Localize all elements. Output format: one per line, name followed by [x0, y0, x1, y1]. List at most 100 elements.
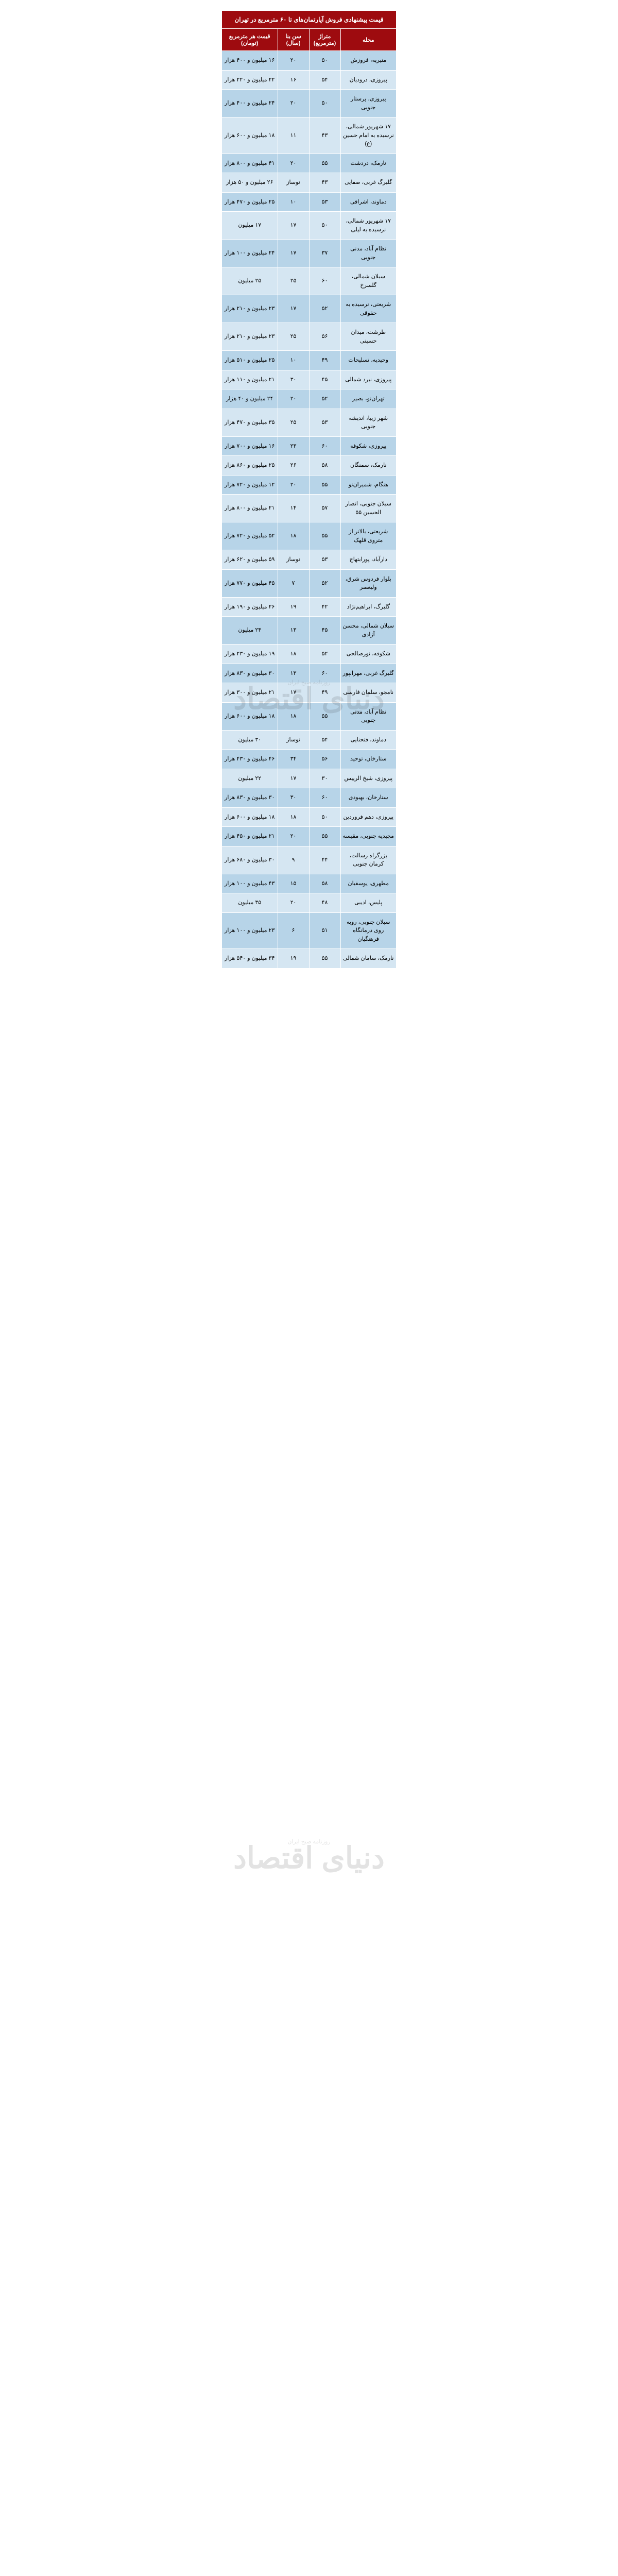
cell-area: ۵۶ [309, 750, 340, 769]
cell-area: ۵۵ [309, 154, 340, 173]
cell-neighborhood: نارمک، سمنگان [340, 456, 396, 476]
cell-area: ۵۰ [309, 90, 340, 117]
table-row: پیروزی، شیخ الرییس۳۰۱۷۲۲ میلیون [222, 769, 397, 788]
cell-neighborhood: شریعتی، نرسیده به حقوقی [340, 295, 396, 323]
cell-neighborhood: پیروزی، شکوفه [340, 436, 396, 456]
cell-age: ۲۵ [278, 267, 309, 295]
cell-area: ۴۵ [309, 370, 340, 389]
table-row: پیروزی، درودیان۵۴۱۶۲۲ میلیون و ۲۲۰ هزار [222, 70, 397, 90]
cell-neighborhood: هنگام، شمیران‌نو [340, 475, 396, 495]
cell-area: ۵۸ [309, 874, 340, 893]
cell-age: ۱۷ [278, 769, 309, 788]
table-row: نارمک، سمنگان۵۸۲۶۲۵ میلیون و ۸۶۰ هزار [222, 456, 397, 476]
cell-age: ۲۰ [278, 51, 309, 71]
cell-neighborhood: پیروزی، شیخ الرییس [340, 769, 396, 788]
cell-age: ۲۳ [278, 436, 309, 456]
cell-area: ۵۸ [309, 456, 340, 476]
cell-neighborhood: بزرگراه رسالت، کرمان جنوبی [340, 846, 396, 874]
cell-price: ۲۵ میلیون [222, 267, 278, 295]
table-row: نارمک، دردشت۵۵۲۰۴۱ میلیون و ۸۰۰ هزار [222, 154, 397, 173]
cell-price: ۳۵ میلیون [222, 893, 278, 913]
table-row: دماوند، فتحنایی۵۴نوساز۳۰ میلیون [222, 730, 397, 750]
table-row: پلیس، ادیبی۴۸۲۰۳۵ میلیون [222, 893, 397, 913]
cell-price: ۲۶ میلیون و ۵۰ هزار [222, 173, 278, 193]
table-row: گلبرگ غربی، مهرانپور۶۰۱۳۳۰ میلیون و ۸۳۰ … [222, 664, 397, 683]
table-row: دماوند، اشراقی۵۳۱۰۲۵ میلیون و ۴۷۰ هزار [222, 192, 397, 212]
table-body: منیریه، فروزش۵۰۲۰۱۶ میلیون و ۴۰۰ هزارپیر… [222, 51, 397, 969]
cell-age: ۳۰ [278, 370, 309, 389]
cell-neighborhood: دماوند، فتحنایی [340, 730, 396, 750]
cell-price: ۲۳ میلیون و ۲۱۰ هزار [222, 323, 278, 351]
cell-area: ۶۰ [309, 788, 340, 808]
cell-price: ۱۶ میلیون و ۴۰۰ هزار [222, 51, 278, 71]
cell-price: ۱۸ میلیون و ۶۰۰ هزار [222, 807, 278, 827]
table-row: پیروزی، شکوفه۶۰۲۳۱۶ میلیون و ۷۰۰ هزار [222, 436, 397, 456]
cell-neighborhood: گلبرگ غربی، صفایی [340, 173, 396, 193]
cell-neighborhood: دماوند، اشراقی [340, 192, 396, 212]
cell-price: ۳۴ میلیون و ۵۴۰ هزار [222, 949, 278, 969]
table-row: شریعتی، نرسیده به حقوقی۵۲۱۷۲۳ میلیون و ۲… [222, 295, 397, 323]
cell-price: ۴۶ میلیون و ۴۳۰ هزار [222, 750, 278, 769]
cell-age: ۱۳ [278, 664, 309, 683]
cell-neighborhood: نظام آباد، مدنی جنوبی [340, 702, 396, 730]
cell-neighborhood: منیریه، فروزش [340, 51, 396, 71]
table-row: ستارخان، توحید۵۶۳۴۴۶ میلیون و ۴۳۰ هزار [222, 750, 397, 769]
cell-price: ۱۲ میلیون و ۷۲۰ هزار [222, 475, 278, 495]
table-row: نارمک، سامان شمالی۵۵۱۹۳۴ میلیون و ۵۴۰ هز… [222, 949, 397, 969]
cell-age: ۲۰ [278, 893, 309, 913]
watermark: روزنامه صبح ایراندنیای اقتصاد [232, 1839, 386, 1872]
cell-area: ۵۵ [309, 702, 340, 730]
cell-neighborhood: سبلان جنوبی، انصار الحسین ۵۵ [340, 495, 396, 522]
cell-age: ۱۸ [278, 807, 309, 827]
cell-price: ۲۱ میلیون و ۸۰۰ هزار [222, 495, 278, 522]
cell-area: ۵۵ [309, 522, 340, 550]
table-row: شهر زیبا، اندیشه جنوبی۵۳۲۵۳۵ میلیون و ۴۷… [222, 409, 397, 436]
cell-neighborhood: پیروزی، درودیان [340, 70, 396, 90]
cell-age: ۱۸ [278, 522, 309, 550]
table-row: ستارخان، بهبودی۶۰۳۰۳۰ میلیون و ۸۳۰ هزار [222, 788, 397, 808]
cell-age: ۱۳ [278, 617, 309, 645]
cell-neighborhood: تهران‌نو، بصیر [340, 389, 396, 409]
cell-age: نوساز [278, 173, 309, 193]
cell-price: ۲۲ میلیون [222, 769, 278, 788]
cell-age: ۲۵ [278, 409, 309, 436]
cell-area: ۵۴ [309, 70, 340, 90]
table-row: گلبرگ غربی، صفایی۴۳نوساز۲۶ میلیون و ۵۰ ه… [222, 173, 397, 193]
cell-age: ۲۰ [278, 475, 309, 495]
table-row: وحیدیه، تسلیحات۴۹۱۰۲۵ میلیون و ۵۱۰ هزار [222, 351, 397, 370]
cell-age: ۱۸ [278, 702, 309, 730]
table-row: مجیدیه جنوبی، مقیسه۵۵۲۰۲۱ میلیون و ۴۵۰ ه… [222, 827, 397, 846]
cell-price: ۳۰ میلیون و ۸۳۰ هزار [222, 788, 278, 808]
cell-area: ۵۷ [309, 495, 340, 522]
cell-neighborhood: شهر زیبا، اندیشه جنوبی [340, 409, 396, 436]
table-header-row: محله متراژ (مترمربع) سن بنا (سال) قیمت ه… [222, 29, 397, 51]
cell-age: ۶ [278, 912, 309, 949]
cell-neighborhood: ۱۷ شهریور شمالی، نرسیده به امام حسین (ع) [340, 117, 396, 154]
table-row: سبلان جنوبی، انصار الحسین ۵۵۵۷۱۴۲۱ میلیو… [222, 495, 397, 522]
cell-neighborhood: مطهری، یوسفیان [340, 874, 396, 893]
cell-age: ۱۷ [278, 683, 309, 703]
cell-price: ۲۴ میلیون و ۴۰۰ هزار [222, 90, 278, 117]
cell-age: ۲۰ [278, 90, 309, 117]
cell-age: ۱۸ [278, 645, 309, 664]
cell-price: ۵۹ میلیون و ۶۲۰ هزار [222, 550, 278, 570]
cell-neighborhood: ۱۷ شهریور شمالی، نرسیده به لیلی [340, 212, 396, 240]
cell-age: ۳۰ [278, 788, 309, 808]
cell-area: ۵۴ [309, 730, 340, 750]
cell-price: ۱۶ میلیون و ۷۰۰ هزار [222, 436, 278, 456]
cell-price: ۲۵ میلیون و ۴۷۰ هزار [222, 192, 278, 212]
cell-neighborhood: گلبرگ، ابراهیم‌نژاد [340, 597, 396, 617]
table-row: ۱۷ شهریور شمالی، نرسیده به امام حسین (ع)… [222, 117, 397, 154]
cell-price: ۲۱ میلیون و ۳۰۰ هزار [222, 683, 278, 703]
cell-age: ۲۶ [278, 456, 309, 476]
table-row: شکوفه، نورصالحی۵۲۱۸۱۹ میلیون و ۲۳۰ هزار [222, 645, 397, 664]
cell-neighborhood: ستارخان، توحید [340, 750, 396, 769]
header-neighborhood: محله [340, 29, 396, 51]
cell-price: ۲۶ میلیون و ۱۹۰ هزار [222, 597, 278, 617]
cell-neighborhood: سبلان شمالی، محسن آزادی [340, 617, 396, 645]
cell-area: ۴۴ [309, 846, 340, 874]
cell-area: ۶۰ [309, 267, 340, 295]
cell-neighborhood: پیروزی، دهم فروردین [340, 807, 396, 827]
cell-age: ۳۴ [278, 750, 309, 769]
cell-area: ۴۸ [309, 893, 340, 913]
